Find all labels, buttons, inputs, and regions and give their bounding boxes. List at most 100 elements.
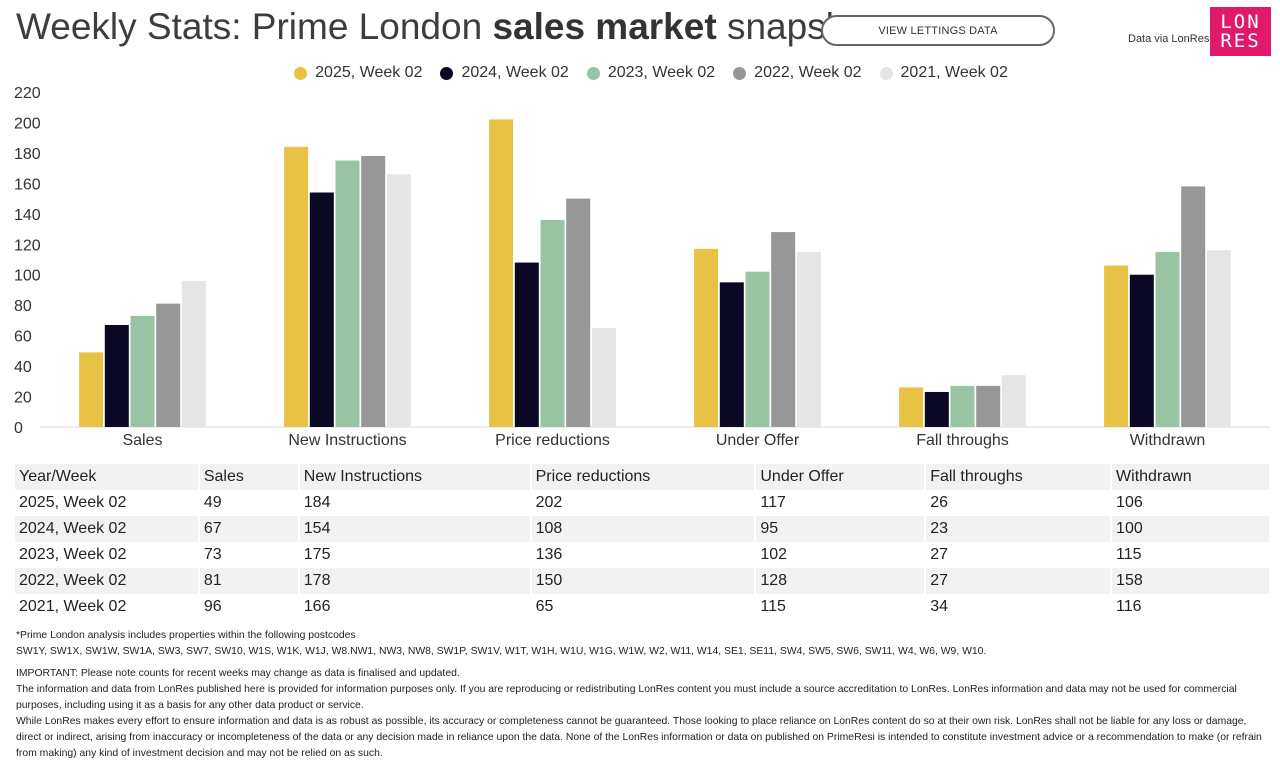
table-cell: 2021, Week 02: [15, 594, 200, 620]
bar[interactable]: [796, 251, 821, 427]
bar[interactable]: [156, 303, 181, 427]
bar[interactable]: [976, 385, 1001, 427]
table-cell: 202: [530, 490, 757, 516]
page-title: Weekly Stats: Prime London sales market …: [16, 6, 877, 48]
x-category-label: Withdrawn: [1130, 432, 1206, 449]
legend-swatch-icon: [733, 66, 747, 80]
bar[interactable]: [1104, 265, 1129, 427]
bar[interactable]: [361, 155, 386, 428]
bar[interactable]: [1129, 274, 1154, 427]
y-tick-label: 80: [14, 298, 32, 315]
table-cell: 49: [198, 490, 300, 516]
chart-legend: 2025, Week 02 2024, Week 02 2023, Week 02 2…: [0, 64, 1280, 82]
x-category-label: Fall throughs: [916, 432, 1009, 449]
y-tick-label: 40: [14, 359, 32, 376]
bar[interactable]: [386, 174, 411, 427]
header-fall-throughs: Fall throughs: [925, 464, 1113, 490]
legend-label: 2025, Week 02: [315, 64, 423, 81]
header-new-instructions: New Instructions: [298, 464, 532, 490]
bar[interactable]: [745, 271, 770, 427]
legend-item[interactable]: 2023, Week 02: [586, 64, 715, 82]
footnotes: *Prime London analysis includes properti…: [16, 628, 1266, 762]
important-note: IMPORTANT: Please note counts for recent…: [16, 668, 460, 679]
legend-label: 2021, Week 02: [900, 64, 1008, 81]
bar-chart: 0 20 40 60 80 100 120 140 160 180 200 220 Sales New I…: [14, 85, 1270, 449]
legend-swatch-icon: [586, 66, 600, 80]
bar[interactable]: [950, 385, 975, 427]
logo-line1: LON: [1220, 10, 1261, 33]
bar[interactable]: [181, 280, 206, 427]
legend-swatch-icon: [440, 66, 454, 80]
table-cell: 158: [1111, 568, 1271, 594]
table-cell: 115: [1111, 542, 1271, 568]
y-tick-label: 200: [14, 115, 41, 132]
table-header-row: Year/Week Sales New Instructions Price r…: [15, 464, 1271, 490]
legend-item[interactable]: 2022, Week 02: [733, 64, 862, 82]
view-lettings-data-button[interactable]: VIEW LETTINGS DATA: [821, 15, 1055, 46]
table-cell: 73: [198, 542, 300, 568]
bar[interactable]: [591, 328, 616, 427]
legend-label: 2024, Week 02: [461, 64, 569, 81]
table-cell: 23: [925, 516, 1113, 542]
bar[interactable]: [771, 232, 796, 427]
header-price-reductions: Price reductions: [530, 464, 757, 490]
legend-swatch-icon: [879, 66, 893, 80]
table-cell: 67: [198, 516, 300, 542]
bar[interactable]: [719, 282, 744, 427]
table-cell: 100: [1111, 516, 1271, 542]
table-row: 2024, Week 02 67 154 108 95 23 100: [15, 516, 1271, 542]
bar[interactable]: [130, 315, 155, 427]
bar[interactable]: [104, 324, 129, 427]
table-cell: 2024, Week 02: [15, 516, 200, 542]
bar[interactable]: [566, 198, 591, 427]
table-cell: 26: [925, 490, 1113, 516]
bar[interactable]: [1155, 251, 1180, 427]
legend-item[interactable]: 2024, Week 02: [440, 64, 569, 82]
information-note: The information and data from LonRes pub…: [16, 684, 1237, 711]
table-cell: 2025, Week 02: [15, 490, 200, 516]
bar[interactable]: [540, 219, 565, 427]
bar[interactable]: [79, 352, 104, 427]
bar[interactable]: [1206, 250, 1231, 427]
table-cell: 116: [1111, 594, 1271, 620]
title-part1: Weekly Stats: Prime London: [16, 6, 493, 47]
table-row: 2023, Week 02 73 175 136 102 27 115: [15, 542, 1271, 568]
stats-table: Year/Week Sales New Instructions Price r…: [15, 464, 1271, 620]
bar[interactable]: [1181, 186, 1206, 427]
bar[interactable]: [514, 262, 539, 427]
bar[interactable]: [1001, 375, 1026, 427]
lonres-logo[interactable]: LON RES: [1210, 7, 1271, 56]
legend-item[interactable]: 2025, Week 02: [294, 64, 422, 82]
x-category-label: Price reductions: [495, 432, 610, 449]
table-cell: 178: [298, 568, 532, 594]
bar[interactable]: [284, 146, 309, 427]
legend-swatch-icon: [294, 66, 308, 80]
table-cell: 117: [755, 490, 927, 516]
table-cell: 106: [1111, 490, 1271, 516]
bar[interactable]: [924, 391, 949, 427]
bar[interactable]: [899, 387, 924, 427]
legend-item[interactable]: 2021, Week 02: [879, 64, 1008, 82]
logo-line2: RES: [1220, 29, 1261, 52]
bar[interactable]: [309, 192, 334, 428]
x-category-label: Sales: [122, 432, 162, 449]
table-cell: 2023, Week 02: [15, 542, 200, 568]
table-cell: 175: [298, 542, 532, 568]
disclaimer-note: While LonRes makes every effort to ensur…: [16, 716, 1262, 759]
bar[interactable]: [694, 248, 719, 427]
table-cell: 96: [198, 594, 300, 620]
legend-label: 2022, Week 02: [754, 64, 862, 81]
table-cell: 128: [755, 568, 927, 594]
header-year-week: Year/Week: [15, 464, 200, 490]
title-bold: sales market: [492, 6, 717, 47]
postcode-intro: *Prime London analysis includes properti…: [16, 630, 356, 641]
table-cell: 154: [298, 516, 532, 542]
table-cell: 108: [530, 516, 757, 542]
table-row: 2025, Week 02 49 184 202 117 26 106: [15, 490, 1271, 516]
bar[interactable]: [335, 160, 360, 427]
postcode-list: SW1Y, SW1X, SW1W, SW1A, SW3, SW7, SW10, …: [16, 646, 987, 657]
y-tick-label: 160: [14, 176, 41, 193]
bar[interactable]: [489, 119, 514, 427]
y-tick-label: 100: [14, 268, 41, 285]
y-tick-label: 60: [14, 329, 32, 346]
